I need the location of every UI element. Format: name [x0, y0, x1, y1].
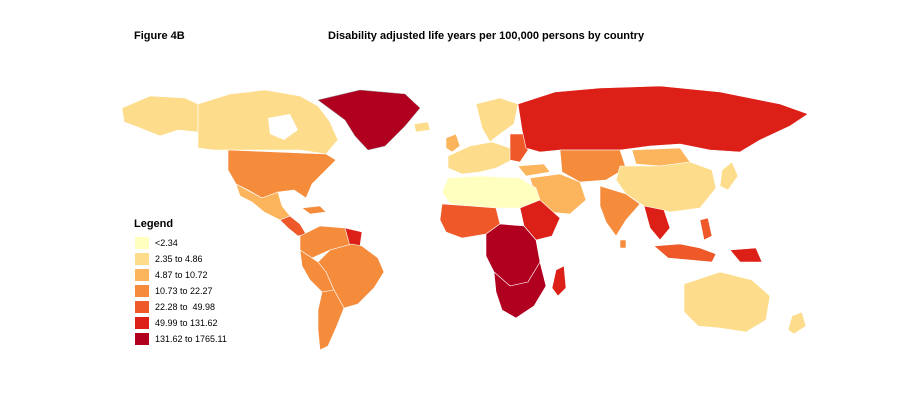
legend-item: 49.99 to 131.62 — [134, 315, 227, 331]
legend-swatch — [134, 236, 150, 250]
map-title: Disability adjusted life years per 100,0… — [328, 30, 645, 42]
legend-title: Legend — [134, 218, 174, 230]
legend-items: <2.34 2.35 to 4.86 4.87 to 10.72 10.73 to 2… — [134, 235, 227, 347]
region-australia — [683, 271, 771, 333]
legend-item: 2.35 to 4.86 — [134, 251, 227, 267]
legend-swatch — [134, 268, 150, 282]
region-alaska — [121, 95, 199, 137]
region-philippines — [699, 217, 713, 241]
legend-swatch — [134, 332, 150, 346]
region-new-zealand — [787, 311, 807, 335]
region-greenland — [317, 89, 421, 151]
region-central-asia — [559, 149, 627, 183]
legend-label: 131.62 to 1765.11 — [155, 334, 227, 344]
legend-item: 22.28 to 49.98 — [134, 299, 227, 315]
map-legend: Legend <2.34 2.35 to 4.86 4.87 to 10.72 10.… — [134, 218, 227, 347]
legend-label: 10.73 to 22.27 — [155, 286, 213, 296]
region-western-europe — [447, 141, 513, 175]
legend-item: 4.87 to 10.72 — [134, 267, 227, 283]
region-caribbean — [301, 205, 327, 215]
region-central-america — [279, 215, 307, 237]
region-madagascar — [551, 265, 567, 297]
legend-swatch — [134, 284, 150, 298]
region-turkey — [517, 163, 551, 177]
legend-swatch — [134, 252, 150, 266]
region-canada — [197, 89, 339, 155]
region-china — [615, 161, 717, 213]
legend-item: 131.62 to 1765.11 — [134, 331, 227, 347]
region-iceland — [413, 121, 431, 133]
region-india — [599, 185, 641, 237]
legend-label: <2.34 — [155, 238, 178, 248]
legend-label: 22.28 to 49.98 — [155, 302, 216, 312]
region-indonesia — [653, 243, 717, 263]
legend-item: <2.34 — [134, 235, 227, 251]
region-scandinavia — [475, 97, 519, 143]
legend-label: 4.87 to 10.72 — [155, 270, 208, 280]
legend-swatch — [134, 316, 150, 330]
legend-label: 2.35 to 4.86 — [155, 254, 203, 264]
region-japan — [719, 161, 739, 191]
region-southern-cone — [317, 289, 345, 351]
region-uk — [445, 133, 461, 153]
region-southern-africa — [493, 261, 547, 319]
region-russia — [517, 85, 809, 153]
legend-label: 49.99 to 131.62 — [155, 318, 218, 328]
region-png — [729, 247, 763, 263]
region-north-africa — [441, 175, 541, 209]
figure-label: Figure 4B — [134, 30, 185, 42]
legend-swatch — [134, 300, 150, 314]
region-sri-lanka — [619, 239, 627, 249]
legend-item: 10.73 to 22.27 — [134, 283, 227, 299]
region-southeast-asia — [643, 205, 671, 241]
water-hudson-bay — [268, 114, 298, 140]
